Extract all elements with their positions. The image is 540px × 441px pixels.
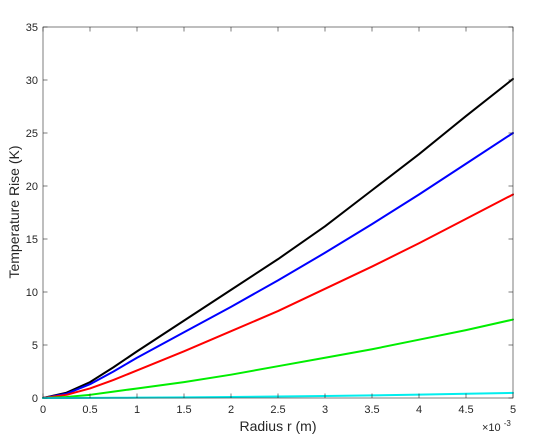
y-axis: 0 5 10 15 20 25 30 35: [26, 22, 513, 405]
series-line-1: [42, 77, 514, 399]
x-tick-label: 4.5: [458, 404, 473, 416]
y-tick-label: 35: [26, 22, 38, 34]
series-line-2: [42, 132, 514, 399]
x-tick-label: 3.5: [364, 404, 379, 416]
x-tick-label: 4: [416, 404, 422, 416]
y-tick-label: 30: [26, 75, 38, 87]
x-tick-label: 0: [40, 404, 46, 416]
plot-area: [42, 26, 514, 399]
y-tick-label: 5: [32, 340, 38, 352]
x-tick-label: 3: [322, 404, 328, 416]
y-tick-label: 0: [32, 393, 38, 405]
x-tick-label: 1: [134, 404, 140, 416]
y-tick-label: 15: [26, 234, 38, 246]
y-tick-label: 25: [26, 128, 38, 140]
x-tick-label: 2.5: [270, 404, 285, 416]
series-line-3: [42, 193, 514, 399]
x-axis-label: Radius r (m): [239, 418, 316, 434]
x-tick-label: 1.5: [176, 404, 191, 416]
x-tick-label: 2: [228, 404, 234, 416]
x-tick-label: 5: [510, 404, 516, 416]
x-tick-label: 0.5: [82, 404, 97, 416]
y-tick-label: 10: [26, 287, 38, 299]
x-axis-exponent: ×10 -3: [482, 419, 511, 434]
plot-background: [43, 27, 513, 398]
x-axis-exponent-power: -3: [504, 419, 512, 428]
x-axis-exponent-base: ×10: [482, 422, 501, 434]
x-axis: 0 0.5 1 1.5 2 2.5 3 3.5 4 4.5 5: [40, 27, 516, 416]
y-axis-label: Temperature Rise (K): [6, 145, 22, 278]
y-tick-label: 20: [26, 181, 38, 193]
